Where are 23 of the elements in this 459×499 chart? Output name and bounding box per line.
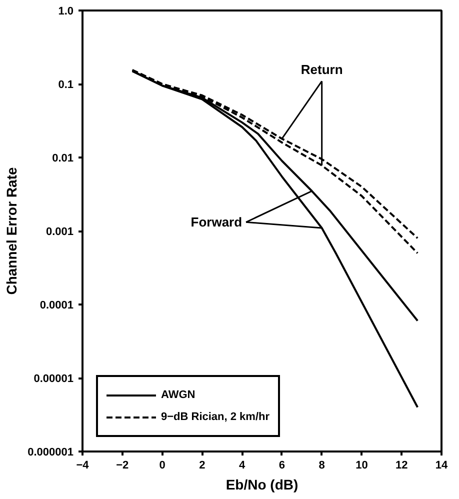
x-tick-label: 4 — [238, 460, 246, 472]
y-tick-label: 0.1 — [58, 79, 74, 91]
x-tick-label: 14 — [435, 460, 448, 472]
y-tick-label: 0.01 — [52, 152, 74, 164]
y-axis-title: Channel Error Rate — [4, 166, 20, 295]
x-tick-label: −2 — [116, 460, 129, 472]
x-tick-label: 2 — [199, 460, 206, 472]
x-tick-label: −4 — [76, 460, 90, 472]
x-axis-title: Eb/No (dB) — [226, 476, 298, 492]
y-tick-label: 0.00001 — [34, 373, 74, 385]
y-tick-label: 0.000001 — [28, 446, 74, 458]
legend-label: AWGN — [161, 389, 196, 401]
y-tick-label: 0.001 — [46, 226, 74, 238]
x-tick-label: 6 — [278, 460, 286, 472]
annotation: Return — [300, 62, 343, 78]
legend-label: 9−dB Rician, 2 km/hr — [161, 411, 270, 423]
x-tick-label: 10 — [356, 460, 368, 472]
x-tick-label: 8 — [318, 460, 325, 472]
y-tick-label: 1.0 — [58, 6, 74, 18]
x-tick-label: 12 — [395, 460, 408, 472]
annotation: Forward — [190, 214, 242, 230]
y-tick-label: 0.0001 — [40, 300, 74, 312]
x-tick-label: 0 — [159, 460, 166, 472]
